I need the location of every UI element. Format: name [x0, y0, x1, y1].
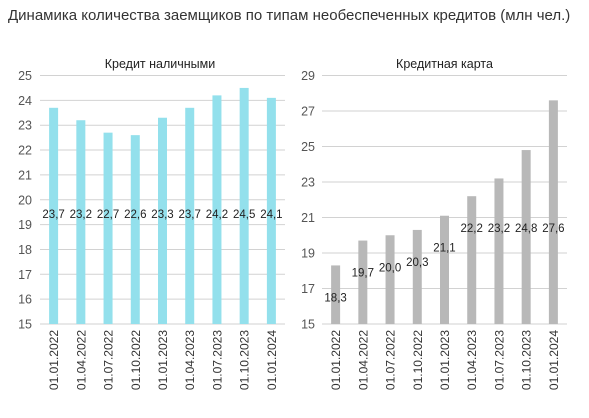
x-tick-label: 01.10.2023	[520, 330, 534, 390]
bar	[467, 196, 477, 324]
data-label: 21,1	[433, 243, 455, 255]
data-label: 20,0	[379, 262, 401, 274]
data-label: 19,7	[352, 268, 374, 280]
y-tick-label: 17	[18, 268, 32, 282]
bar	[158, 117, 167, 325]
y-tick-label: 19	[18, 218, 32, 232]
bar	[521, 150, 531, 324]
data-label: 23,7	[179, 209, 201, 221]
bar	[130, 135, 140, 324]
data-label: 24,2	[206, 209, 228, 221]
bar	[239, 87, 249, 324]
bar	[358, 240, 368, 324]
bar	[385, 235, 395, 324]
x-tick-label: 01.01.2024	[547, 330, 561, 390]
bar	[412, 229, 422, 324]
y-tick-label: 17	[301, 282, 315, 296]
x-tick-label: 01.10.2022	[411, 330, 425, 390]
bar	[494, 178, 504, 324]
right-panel-title: Кредитная карта	[396, 57, 493, 71]
bar	[212, 95, 222, 324]
x-tick-label: 01.07.2023	[492, 330, 506, 390]
y-tick-label: 21	[301, 211, 315, 225]
x-tick-label: 01.01.2022	[47, 330, 61, 390]
x-tick-label: 01.07.2022	[102, 330, 116, 390]
data-label: 23,7	[42, 209, 64, 221]
x-tick-label: 01.01.2022	[329, 330, 343, 390]
y-tick-label: 25	[18, 69, 32, 83]
y-tick-label: 23	[18, 119, 32, 133]
x-tick-label: 01.01.2024	[265, 330, 279, 390]
data-label: 24,1	[260, 209, 282, 221]
data-label: 24,8	[515, 223, 537, 235]
y-tick-label: 15	[18, 318, 32, 332]
y-tick-label: 19	[301, 247, 315, 261]
y-tick-label: 24	[18, 94, 32, 108]
y-tick-label: 18	[18, 243, 32, 257]
y-tick-label: 15	[301, 318, 315, 332]
data-label: 22,6	[124, 209, 146, 221]
x-tick-label: 01.04.2023	[183, 330, 197, 390]
y-tick-label: 29	[301, 69, 315, 83]
y-tick-label: 20	[18, 193, 32, 207]
data-label: 18,3	[324, 292, 346, 304]
x-tick-label: 01.07.2023	[210, 330, 224, 390]
y-tick-label: 21	[18, 168, 32, 182]
y-tick-label: 16	[18, 293, 32, 307]
data-label: 22,7	[97, 209, 119, 221]
bar	[185, 107, 195, 325]
bar	[266, 97, 276, 325]
bar	[331, 265, 341, 324]
y-tick-label: 25	[301, 140, 315, 154]
y-tick-label: 23	[301, 176, 315, 190]
x-tick-label: 01.10.2022	[129, 330, 143, 390]
y-tick-label: 27	[301, 105, 315, 119]
x-tick-label: 01.04.2022	[74, 330, 88, 390]
y-tick-label: 22	[18, 144, 32, 158]
x-tick-label: 01.04.2023	[465, 330, 479, 390]
bar	[76, 120, 86, 324]
chart-title: Динамика количества заемщиков по типам н…	[8, 7, 571, 24]
bar	[548, 100, 558, 324]
data-label: 23,2	[488, 223, 510, 235]
data-label: 23,3	[151, 209, 173, 221]
data-label: 23,2	[70, 209, 92, 221]
x-tick-label: 01.04.2022	[356, 330, 370, 390]
bar	[103, 132, 113, 324]
data-label: 22,2	[461, 223, 483, 235]
x-tick-label: 01.01.2023	[438, 330, 452, 390]
bar	[49, 107, 59, 325]
bar	[440, 215, 449, 324]
x-tick-label: 01.07.2022	[384, 330, 398, 390]
data-label: 24,5	[233, 209, 255, 221]
data-label: 20,3	[406, 257, 428, 269]
x-tick-label: 01.10.2023	[238, 330, 252, 390]
data-label: 27,6	[542, 223, 564, 235]
x-tick-label: 01.01.2023	[156, 330, 170, 390]
left-panel-title: Кредит наличными	[104, 57, 216, 71]
